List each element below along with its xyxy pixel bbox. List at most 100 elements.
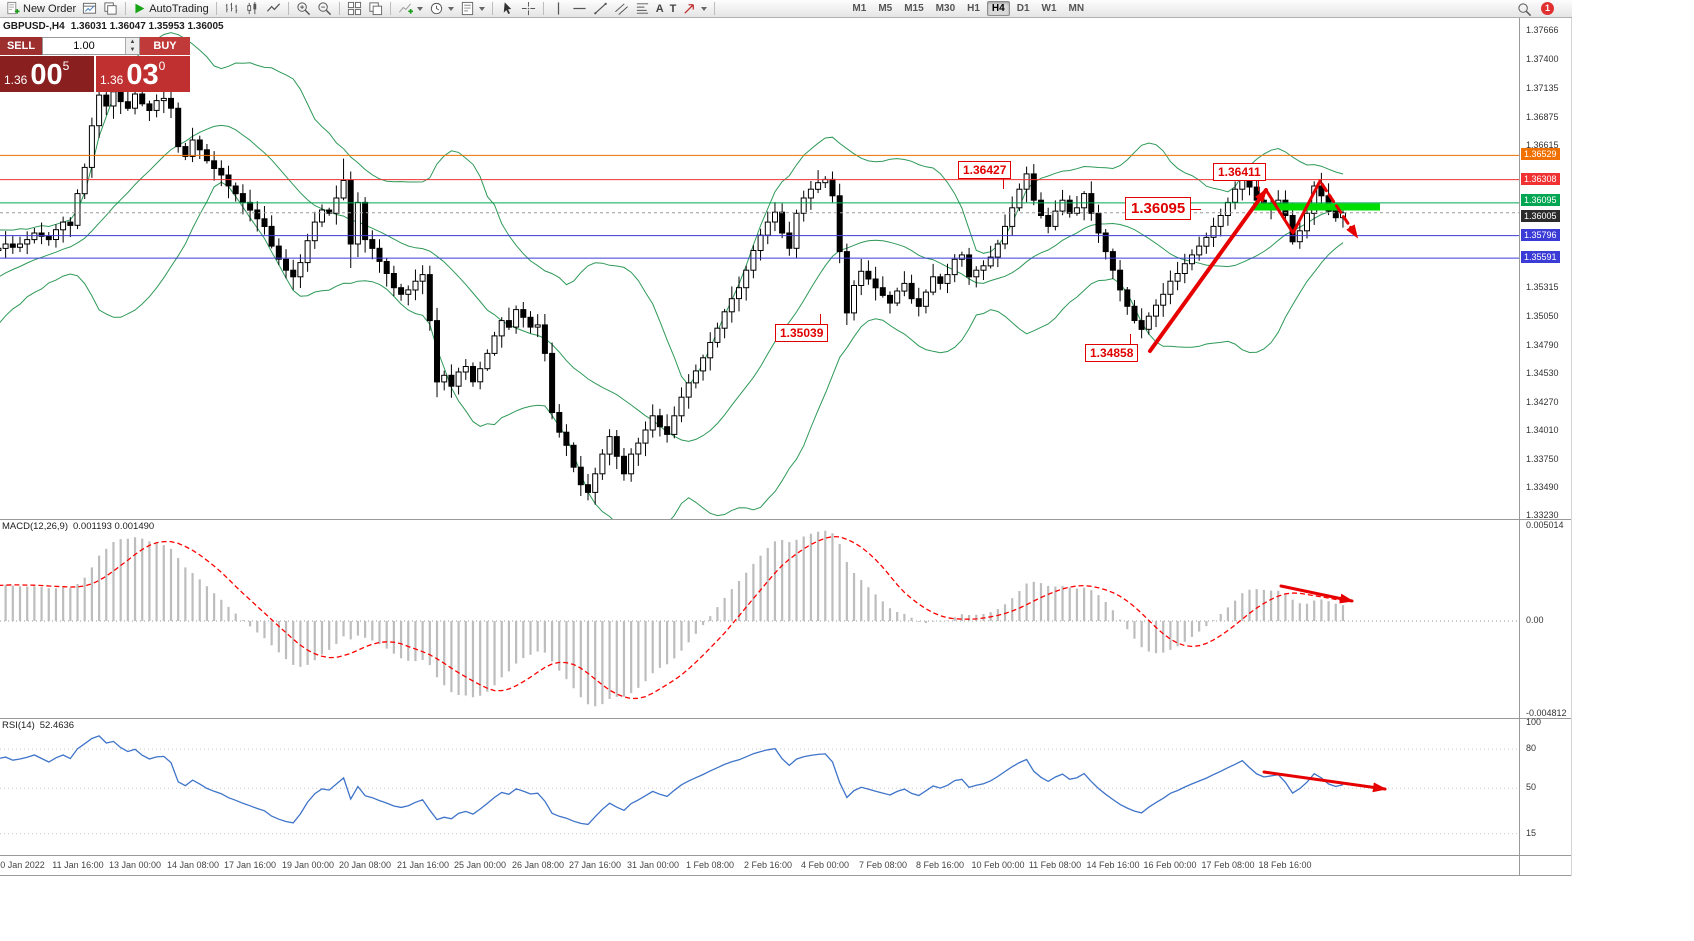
- notification-icon[interactable]: 1: [1541, 2, 1554, 15]
- text-button[interactable]: A: [653, 1, 667, 17]
- crosshair-icon: [521, 1, 536, 16]
- price-axis-label: 1.34790: [1526, 340, 1559, 350]
- one-click-trading: SELL ▲ ▼ BUY 1.36 00 5 1.36 03 0: [0, 37, 190, 92]
- price-axis-label: 1.35315: [1526, 282, 1559, 292]
- tile-windows-button[interactable]: [344, 1, 365, 17]
- volume-input[interactable]: [43, 38, 125, 54]
- time-axis-label: 19 Jan 00:00: [281, 860, 335, 870]
- timeframe-w1[interactable]: W1: [1037, 1, 1062, 16]
- price-axis-label: 1.33750: [1526, 454, 1559, 464]
- toolbar-separator: [389, 2, 391, 15]
- time-axis-label: 13 Jan 00:00: [108, 860, 162, 870]
- chevron-down-icon: [447, 6, 454, 11]
- toolbar-separator: [287, 2, 289, 15]
- macd-values: 0.001193 0.001490: [73, 521, 155, 532]
- bar-chart-button[interactable]: [221, 1, 242, 17]
- vertical-line-button[interactable]: [548, 1, 569, 17]
- fibonacci-button[interactable]: [632, 1, 653, 17]
- price-axis-label: 1.34010: [1526, 425, 1559, 435]
- toolbar-separator: [714, 2, 716, 15]
- price-axis-label: 1.33490: [1526, 482, 1559, 492]
- profiles-button[interactable]: [100, 1, 121, 17]
- time-axis-label: 17 Jan 16:00: [223, 860, 277, 870]
- cascade-windows-button[interactable]: [365, 1, 386, 17]
- timeframe-m5[interactable]: M5: [873, 1, 897, 16]
- templates-button[interactable]: [457, 1, 488, 17]
- trend-arrows: [1148, 179, 1387, 793]
- time-axis-label: 1 Feb 08:00: [685, 860, 735, 870]
- main-chart-layer[interactable]: [0, 32, 1519, 540]
- timeframe-h4[interactable]: H4: [986, 1, 1010, 16]
- candlestick-chart-icon: [245, 1, 260, 16]
- toolbar-separator: [125, 2, 127, 15]
- buy-button[interactable]: BUY: [140, 37, 190, 55]
- timeframe-h1[interactable]: H1: [962, 1, 985, 16]
- text-label-icon: T: [669, 2, 677, 15]
- arrows-button[interactable]: [679, 1, 710, 17]
- profiles-icon: [103, 1, 118, 16]
- zoom-in-button[interactable]: [293, 1, 314, 17]
- channel-button[interactable]: [611, 1, 632, 17]
- candlestick-chart-button[interactable]: [242, 1, 263, 17]
- search-button[interactable]: [1514, 1, 1535, 17]
- sell-price[interactable]: 1.36 00 5: [0, 56, 94, 92]
- zoom-out-button[interactable]: [314, 1, 335, 17]
- candles: [0, 82, 1346, 505]
- volume-field: ▲ ▼: [42, 37, 140, 55]
- level-lines: [0, 154, 1519, 259]
- line-chart-button[interactable]: [263, 1, 284, 17]
- window-right-border: [1571, 0, 1572, 876]
- timeframe-m1[interactable]: M1: [847, 1, 871, 16]
- crosshair-button[interactable]: [518, 1, 539, 17]
- cascade-windows-icon: [368, 1, 383, 16]
- new-order-button[interactable]: New Order: [2, 1, 79, 17]
- charts-grid-button[interactable]: [79, 1, 100, 17]
- timeframe-mn[interactable]: MN: [1064, 1, 1090, 16]
- volume-down-icon[interactable]: ▼: [126, 46, 139, 54]
- buy-price-prefix: 1.36: [100, 73, 124, 87]
- time-axis[interactable]: 10 Jan 2022 11 Jan 16:00 13 Jan 00:00 14 Ja…: [0, 855, 1519, 875]
- chart-bottom-edge: [0, 875, 1572, 876]
- sell-button[interactable]: SELL: [0, 37, 42, 55]
- fibonacci-icon: [635, 1, 650, 16]
- zoom-in-icon: [296, 1, 311, 16]
- panel-separator-rsi[interactable]: [0, 718, 1572, 719]
- text-label-button[interactable]: T: [667, 1, 680, 17]
- rsi-label: RSI(14): [2, 720, 35, 731]
- time-axis-label: 2 Feb 16:00: [743, 860, 793, 870]
- toolbar-separator: [338, 2, 340, 15]
- time-axis-label: 10 Jan 2022: [0, 860, 45, 870]
- line-chart-icon: [266, 1, 281, 16]
- new-order-label: New Order: [23, 2, 77, 15]
- trendline-button[interactable]: [590, 1, 611, 17]
- symbol-period-label: GBPUSD-,H4: [3, 21, 65, 32]
- time-axis-label: 17 Feb 08:00: [1201, 860, 1255, 870]
- price-axis-label: 1.37666: [1526, 25, 1559, 35]
- search-icon: [1517, 2, 1532, 17]
- cursor-button[interactable]: [497, 1, 518, 17]
- buy-price[interactable]: 1.36 03 0: [96, 56, 190, 92]
- rsi-scale-label: 80: [1526, 743, 1537, 753]
- arrows-icon: [682, 1, 697, 16]
- charts-grid-icon: [82, 1, 97, 16]
- timeframe-m30[interactable]: M30: [931, 1, 960, 16]
- price-axis[interactable]: 1.37666 1.37400 1.37135 1.36875 1.36615 1.353…: [1519, 0, 1572, 880]
- channel-icon: [614, 1, 629, 16]
- volume-up-icon[interactable]: ▲: [126, 38, 139, 46]
- periods-button[interactable]: [426, 1, 457, 17]
- rsi-scale-label: 50: [1526, 782, 1537, 792]
- rsi-header: RSI(14) 52.4636: [2, 720, 74, 731]
- timeframe-d1[interactable]: D1: [1012, 1, 1035, 16]
- horizontal-line-icon: [572, 1, 587, 16]
- price-axis-label: 1.35050: [1526, 311, 1559, 321]
- rsi-scale-label: 100: [1526, 717, 1542, 727]
- price-axis-badge: 1.35591: [1521, 251, 1560, 263]
- autotrading-button[interactable]: AutoTrading: [130, 1, 212, 17]
- horizontal-line-button[interactable]: [569, 1, 590, 17]
- panel-separator-macd[interactable]: [0, 519, 1572, 520]
- toolbar-separator: [542, 2, 544, 15]
- toolbar-separator: [215, 2, 217, 15]
- indicators-button[interactable]: [395, 1, 426, 17]
- timeframe-m15[interactable]: M15: [899, 1, 928, 16]
